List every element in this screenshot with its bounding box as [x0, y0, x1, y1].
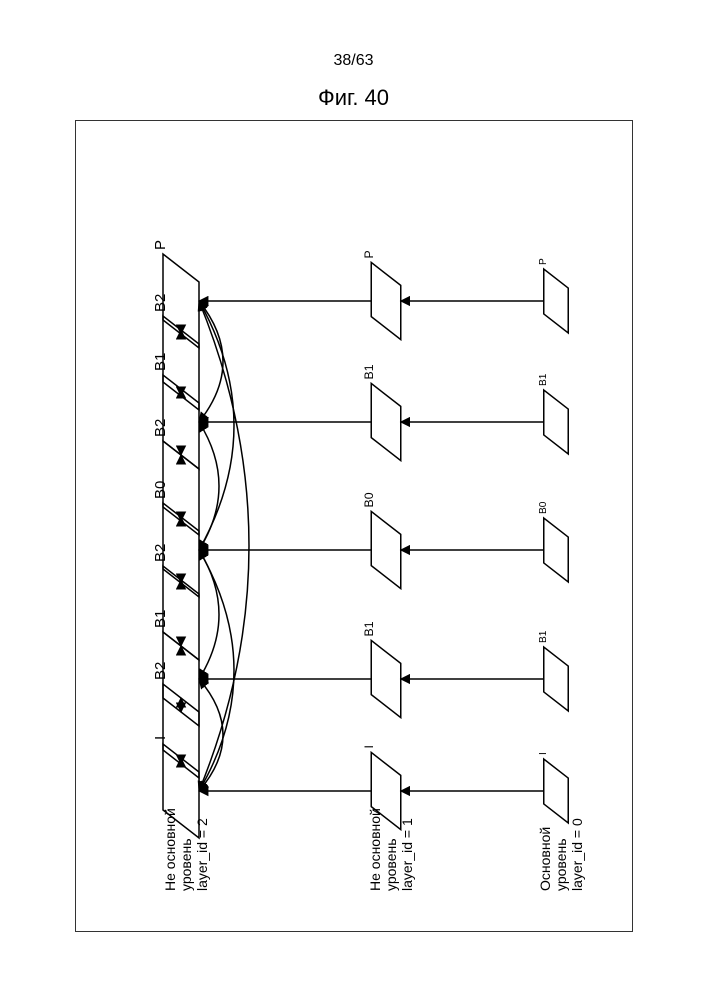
svg-text:Основнойуровеньlayer_id = 0: Основнойуровеньlayer_id = 0 [537, 818, 585, 891]
svg-text:B0: B0 [362, 492, 376, 507]
svg-text:P: P [362, 250, 376, 258]
page: 38/63 Фиг. 40 I B2 B1 B2 B0 B2 B1 B2 P I B1 B0 B1 P I B… [0, 0, 707, 1000]
figure-title: Фиг. 40 [0, 85, 707, 111]
svg-text:Не основнойуровеньlayer_id = 1: Не основнойуровеньlayer_id = 1 [367, 808, 415, 891]
page-number: 38/63 [0, 52, 707, 70]
svg-text:P: P [538, 258, 549, 265]
svg-text:B2: B2 [152, 544, 169, 562]
svg-text:B0: B0 [152, 481, 169, 499]
svg-text:I: I [362, 745, 376, 748]
svg-text:B1: B1 [152, 353, 169, 371]
svg-text:B2: B2 [152, 294, 169, 312]
svg-text:Не основнойуровеньlayer_id = 2: Не основнойуровеньlayer_id = 2 [162, 808, 210, 891]
svg-text:B0: B0 [538, 501, 549, 514]
svg-text:B1: B1 [152, 610, 169, 628]
svg-text:I: I [152, 736, 169, 740]
diagram-canvas: I B2 B1 B2 B0 B2 B1 B2 P I B1 B0 B1 P I B1 B0 B1 P Не основ… [76, 121, 632, 931]
svg-text:B1: B1 [362, 621, 376, 636]
svg-text:B2: B2 [152, 662, 169, 680]
svg-text:B1: B1 [362, 364, 376, 379]
svg-text:B1: B1 [538, 373, 549, 386]
svg-text:B1: B1 [538, 630, 549, 643]
figure-frame: I B2 B1 B2 B0 B2 B1 B2 P I B1 B0 B1 P I B1 B0 B1 P Не основ… [75, 120, 633, 932]
svg-text:I: I [538, 752, 549, 755]
svg-text:P: P [152, 240, 169, 250]
svg-text:B2: B2 [152, 419, 169, 437]
